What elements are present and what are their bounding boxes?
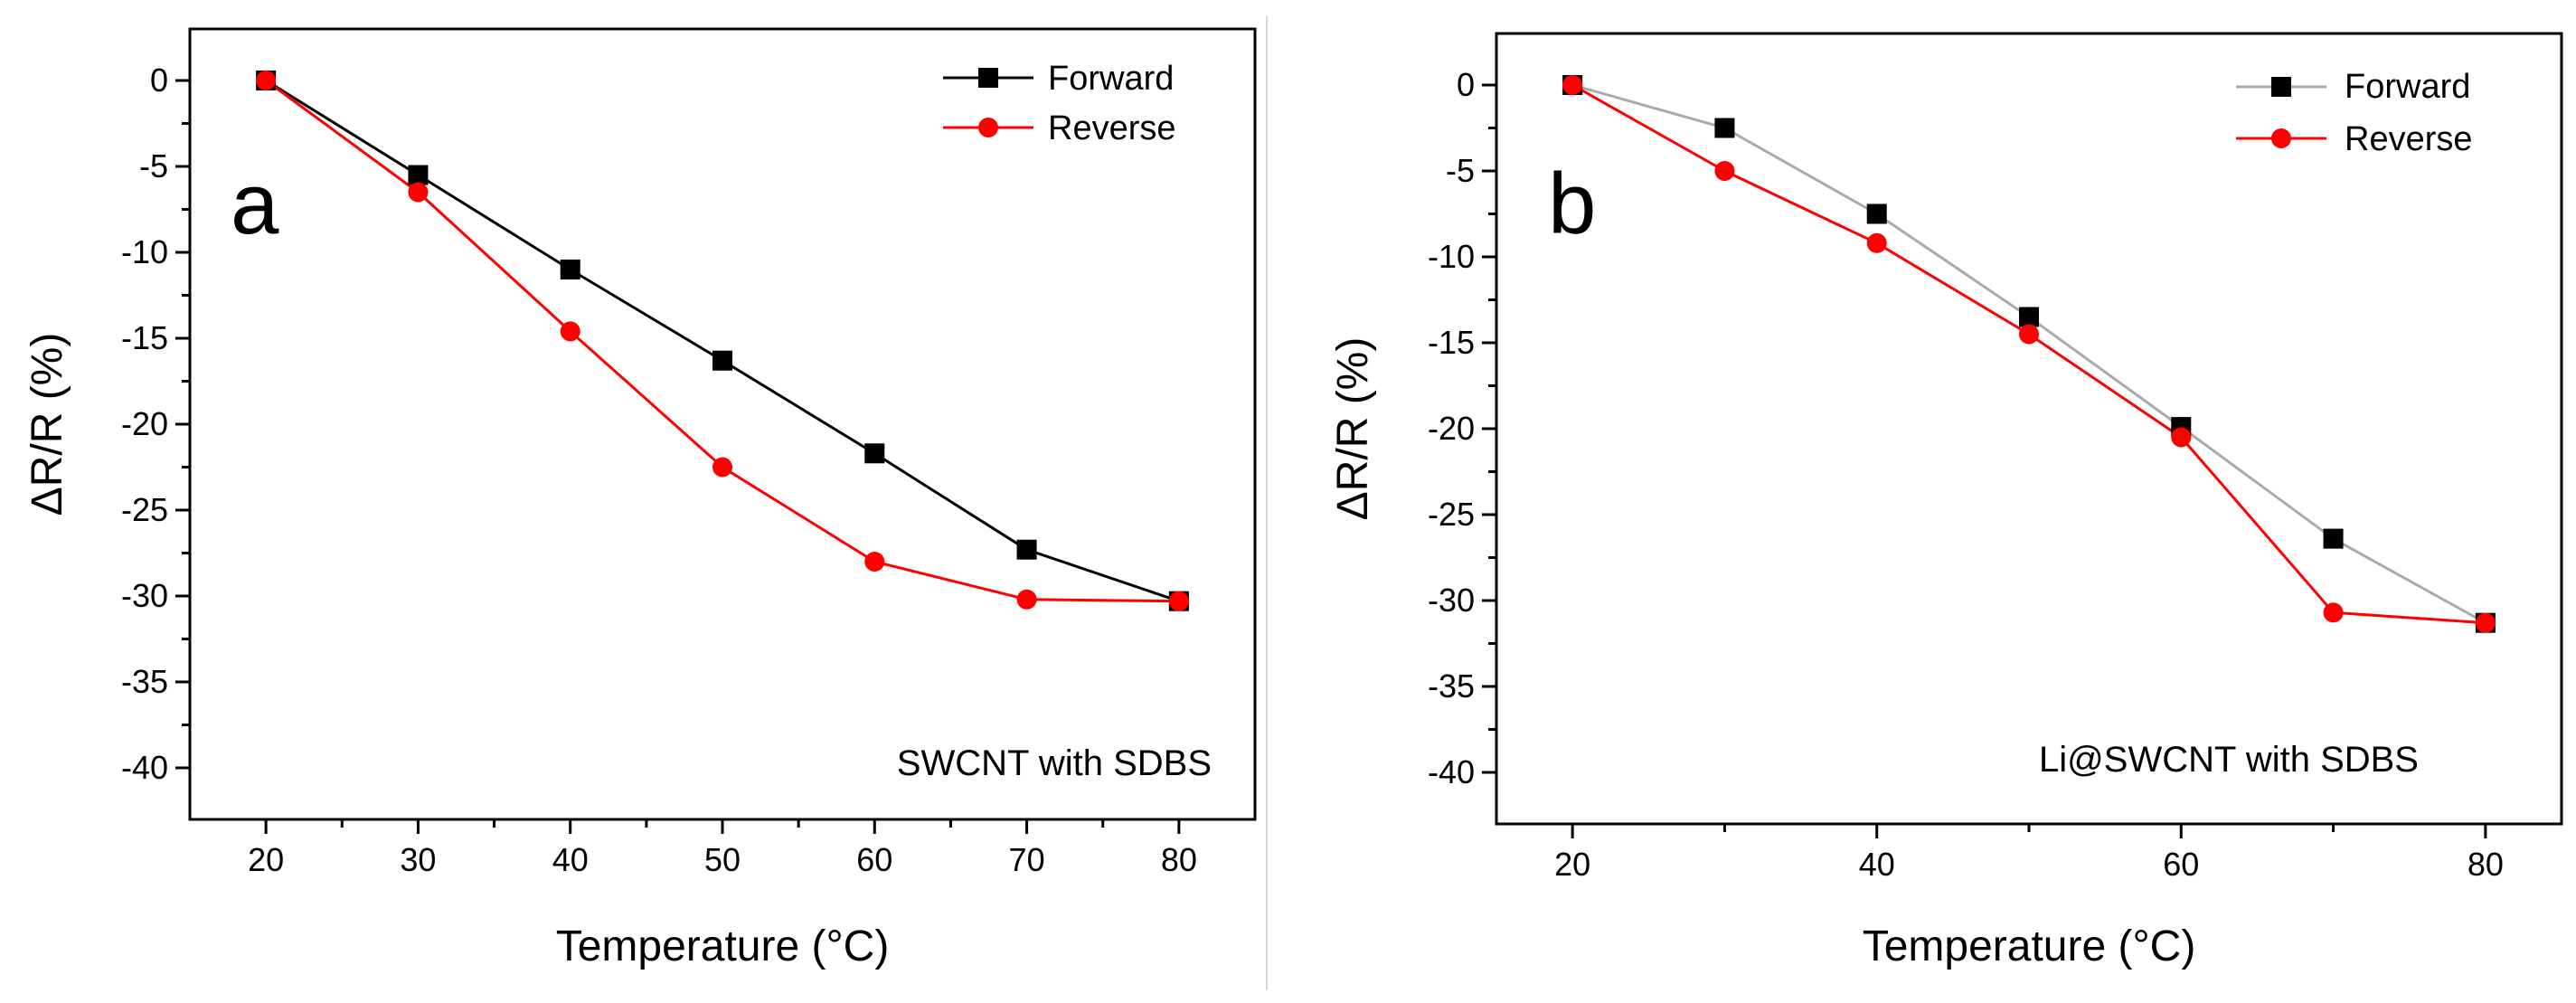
- y-tick-label: -35: [121, 663, 168, 700]
- y-tick-label: -10: [121, 233, 168, 270]
- x-tick-label: 30: [400, 841, 436, 878]
- y-tick-label: -25: [1428, 496, 1475, 533]
- point-reverse-b: [2323, 602, 2344, 623]
- legend-label-reverse-a: Reverse: [1048, 109, 1176, 147]
- y-tick-label: -40: [121, 749, 168, 786]
- point-forward-a: [712, 350, 732, 371]
- x-tick-label: 50: [704, 841, 741, 878]
- x-tick-label: 60: [856, 841, 892, 878]
- y-tick-label: -20: [1428, 410, 1475, 447]
- y-axis-title-a: ΔR/R (%): [24, 333, 71, 516]
- x-axis-title-b: Temperature (°C): [1863, 923, 2196, 970]
- series-line-forward-b: [1571, 83, 2486, 625]
- x-tick-label: 40: [1859, 846, 1895, 883]
- point-reverse-a: [864, 552, 885, 572]
- annotation-b: Li@SWCNT with SDBS: [2039, 740, 2419, 780]
- y-tick-label: -15: [121, 319, 168, 356]
- legend-label-forward-b: Forward: [2345, 68, 2470, 106]
- y-tick-label: -20: [121, 405, 168, 442]
- y-tick-label: -35: [1428, 667, 1475, 705]
- y-tick-label: -5: [1446, 152, 1475, 189]
- legend-marker-reverse-a: [978, 118, 998, 137]
- y-tick-label: 0: [1457, 66, 1475, 103]
- y-tick-label: -10: [1428, 238, 1475, 275]
- tick-marks-b: [1482, 83, 2487, 838]
- point-forward-b: [1866, 203, 1887, 224]
- series-line-forward-a: [265, 79, 1180, 603]
- point-forward-a: [408, 165, 429, 185]
- legend-a: Forward Reverse: [943, 60, 1176, 147]
- legend-marker-forward-b: [2271, 77, 2291, 97]
- legend-label-reverse-b: Reverse: [2345, 120, 2473, 158]
- point-reverse-b: [2475, 612, 2496, 633]
- point-reverse-b: [2171, 427, 2192, 448]
- y-tick-label: -30: [1428, 582, 1475, 619]
- series-line-reverse-a: [265, 79, 1179, 603]
- point-reverse-a: [408, 182, 429, 203]
- point-reverse-a: [1016, 589, 1037, 610]
- legend-marker-forward-a: [978, 68, 998, 88]
- y-tick-label: -25: [121, 491, 168, 528]
- point-forward-b: [2323, 528, 2344, 549]
- point-forward-a: [560, 260, 580, 279]
- point-reverse-b: [1562, 75, 1583, 95]
- legend-marker-reverse-b: [2271, 128, 2291, 148]
- point-forward-b: [2019, 307, 2039, 327]
- x-tick-label: 20: [1554, 846, 1590, 883]
- chart-panel-b: 20 40 60 80 0 -5 -10 -15 -20 -25 -30 -35 -40 Tempera…: [1329, 32, 2563, 970]
- panel-label-a: a: [231, 156, 279, 252]
- x-axis-title-a: Temperature (°C): [556, 923, 890, 970]
- y-tick-label: 0: [150, 62, 168, 99]
- annotation-a: SWCNT with SDBS: [897, 743, 1212, 783]
- point-reverse-a: [712, 457, 732, 478]
- tick-marks-a: [175, 79, 1181, 834]
- x-tick-label: 20: [248, 841, 284, 878]
- x-tick-label: 80: [1161, 841, 1197, 878]
- point-forward-b: [1714, 118, 1735, 138]
- series-line-reverse-b: [1571, 83, 2486, 625]
- legend-b: Forward Reverse: [2236, 68, 2473, 158]
- y-tick-label: -5: [139, 147, 168, 185]
- point-reverse-a: [256, 71, 277, 90]
- series-b: [1562, 75, 2496, 633]
- x-tick-label: 80: [2467, 846, 2504, 883]
- y-tick-label: -15: [1428, 324, 1475, 361]
- point-reverse-b: [2019, 324, 2039, 345]
- plot-frame-a: [188, 27, 1257, 821]
- series-a: [256, 71, 1189, 611]
- chart-panel-a: 20 30 40 50 60 70 80 0 -5 -10 -15 -20 -25 -30 -35 -40 T…: [24, 27, 1257, 970]
- point-reverse-b: [1714, 161, 1735, 181]
- point-reverse-b: [1866, 232, 1887, 253]
- x-tick-label: 40: [552, 841, 589, 878]
- y-tick-label: -40: [1428, 753, 1475, 790]
- tick-labels-b: 20 40 60 80 0 -5 -10 -15 -20 -25 -30 -35 -40: [1428, 66, 2504, 883]
- x-tick-label: 60: [2163, 846, 2199, 883]
- point-forward-a: [1016, 539, 1037, 560]
- point-reverse-a: [560, 321, 580, 342]
- panel-label-b: b: [1548, 156, 1596, 252]
- legend-label-forward-a: Forward: [1048, 60, 1174, 98]
- point-forward-a: [864, 443, 885, 464]
- point-reverse-a: [1168, 591, 1189, 611]
- y-tick-label: -30: [121, 577, 168, 614]
- y-axis-title-b: ΔR/R (%): [1329, 337, 1377, 521]
- x-tick-label: 70: [1009, 841, 1045, 878]
- tick-labels-a: 20 30 40 50 60 70 80 0 -5 -10 -15 -20 -25 -30 -35 -40: [121, 62, 1197, 878]
